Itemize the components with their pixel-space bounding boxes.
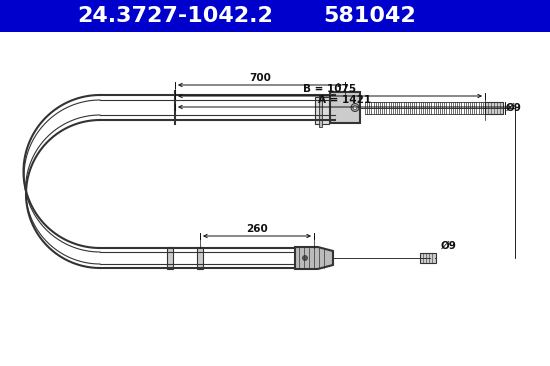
Bar	[420, 253, 436, 263]
Text: 581042: 581042	[323, 6, 416, 26]
Bar	[167, 247, 173, 269]
Text: B = 1075: B = 1075	[304, 84, 356, 94]
Circle shape	[353, 105, 357, 109]
Text: 24.3727-1042.2: 24.3727-1042.2	[77, 6, 273, 26]
Text: Ø9: Ø9	[506, 102, 522, 112]
Bar	[319, 94, 322, 127]
Bar	[315, 97, 329, 124]
Circle shape	[302, 255, 307, 261]
Text: 260: 260	[246, 224, 268, 234]
Bar	[197, 247, 203, 269]
Text: Ø9: Ø9	[441, 241, 457, 251]
Circle shape	[351, 104, 359, 112]
Polygon shape	[295, 247, 333, 269]
Text: A = 1421: A = 1421	[318, 95, 372, 105]
Bar	[485, 101, 503, 113]
Bar	[0, 0, 550, 32]
Text: 700: 700	[249, 73, 271, 83]
Bar	[330, 92, 360, 123]
